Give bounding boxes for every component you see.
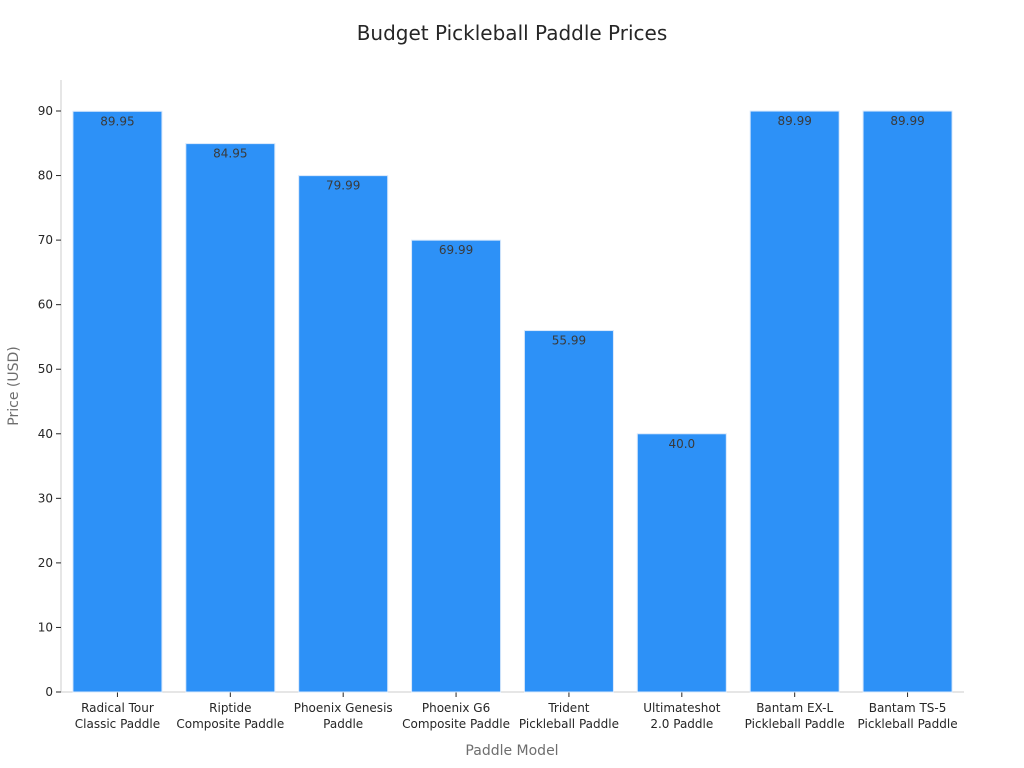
bar <box>72 110 163 693</box>
x-tick-label-line: Pickleball Paddle <box>858 717 958 731</box>
bar-value-label: 84.95 <box>213 147 247 161</box>
y-tick-label: 30 <box>38 491 53 505</box>
y-tick-label: 10 <box>38 620 53 634</box>
y-axis-label: Price (USD) <box>6 346 22 425</box>
y-tick-label: 60 <box>38 298 53 312</box>
y-axis: 0 10 20 30 40 50 60 70 80 90 <box>38 80 62 699</box>
x-tick-label: Radical Tour Classic Paddle <box>75 701 160 731</box>
x-tick-label-line: Paddle <box>323 717 363 731</box>
bar <box>636 433 727 693</box>
bars-group <box>72 110 953 693</box>
x-axis: Radical Tour Classic Paddle Riptide Composi… <box>61 691 964 731</box>
x-tick-label-line: Ultimateshot <box>643 701 720 715</box>
y-tick-label: 80 <box>38 169 53 183</box>
x-tick-label-line: Classic Paddle <box>75 717 160 731</box>
bar-value-label: 40.0 <box>668 437 695 451</box>
x-tick-label: Phoenix Genesis Paddle <box>294 701 393 731</box>
y-tick-label: 90 <box>38 104 53 118</box>
bar-value-label: 69.99 <box>439 243 473 257</box>
bar <box>749 110 840 693</box>
x-tick-label: Riptide Composite Paddle <box>176 701 284 731</box>
bar <box>862 110 953 693</box>
x-tick-label-line: Composite Paddle <box>176 717 284 731</box>
x-tick-label: Bantam EX-L Pickleball Paddle <box>745 701 845 731</box>
x-tick-label: Ultimateshot 2.0 Paddle <box>643 701 720 731</box>
y-tick-label: 0 <box>45 685 53 699</box>
x-tick-label: Bantam TS-5 Pickleball Paddle <box>858 701 958 731</box>
x-tick-label-line: 2.0 Paddle <box>650 717 713 731</box>
y-tick-label: 40 <box>38 427 53 441</box>
y-tick-label: 70 <box>38 233 53 247</box>
x-tick-label-line: Pickleball Paddle <box>519 717 619 731</box>
x-tick-label: Trident Pickleball Paddle <box>519 701 619 731</box>
x-tick-label-line: Trident <box>547 701 589 715</box>
x-tick-label-line: Phoenix Genesis <box>294 701 393 715</box>
chart-title: Budget Pickleball Paddle Prices <box>357 21 668 45</box>
data-labels-group: 89.95 84.95 79.99 69.99 55.99 40.0 89.99 89.99 <box>100 114 924 451</box>
x-tick-label: Phoenix G6 Composite Paddle <box>402 701 510 731</box>
x-axis-label: Paddle Model <box>465 743 558 759</box>
bar <box>298 175 389 693</box>
x-tick-label-line: Bantam TS-5 <box>869 701 947 715</box>
x-tick-label-line: Pickleball Paddle <box>745 717 845 731</box>
bar-value-label: 55.99 <box>552 334 586 348</box>
bar <box>523 330 614 693</box>
bar-value-label: 89.99 <box>778 114 812 128</box>
x-tick-label-line: Phoenix G6 <box>422 701 490 715</box>
bar-value-label: 89.95 <box>100 114 134 128</box>
bar <box>185 143 276 693</box>
y-tick-label: 50 <box>38 362 53 376</box>
bar-value-label: 89.99 <box>890 114 924 128</box>
x-tick-label-line: Bantam EX-L <box>756 701 833 715</box>
bar-value-label: 79.99 <box>326 179 360 193</box>
x-tick-label-line: Riptide <box>209 701 251 715</box>
y-tick-label: 20 <box>38 556 53 570</box>
x-tick-label-line: Radical Tour <box>81 701 154 715</box>
x-tick-label-line: Composite Paddle <box>402 717 510 731</box>
bar <box>411 239 502 693</box>
